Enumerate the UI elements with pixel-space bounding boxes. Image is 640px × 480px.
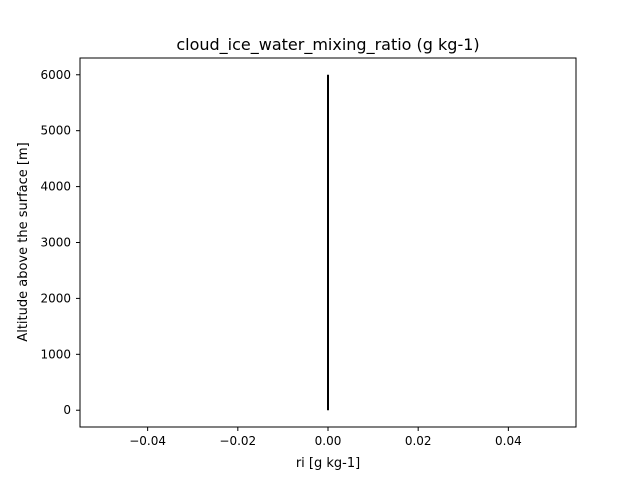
- x-tick-label: −0.04: [129, 434, 166, 448]
- x-tick-label: 0.00: [315, 434, 342, 448]
- x-tick-label: 0.04: [495, 434, 522, 448]
- y-axis-label: Altitude above the surface [m]: [16, 142, 31, 341]
- y-tick-label: 4000: [40, 180, 71, 194]
- y-tick-label: 0: [63, 403, 71, 417]
- y-tick-label: 6000: [40, 68, 71, 82]
- y-tick-label: 2000: [40, 291, 71, 305]
- y-axis: 0 1000 2000 3000 4000 5000 6000: [40, 68, 80, 417]
- x-axis: −0.04 −0.02 0.00 0.02 0.04: [129, 427, 522, 448]
- x-tick-label: 0.02: [405, 434, 432, 448]
- x-tick-label: −0.02: [219, 434, 256, 448]
- chart-title: cloud_ice_water_mixing_ratio (g kg-1): [176, 35, 479, 55]
- y-tick-label: 3000: [40, 236, 71, 250]
- y-tick-label: 5000: [40, 124, 71, 138]
- y-tick-label: 1000: [40, 347, 71, 361]
- x-axis-label: ri [g kg-1]: [296, 456, 360, 471]
